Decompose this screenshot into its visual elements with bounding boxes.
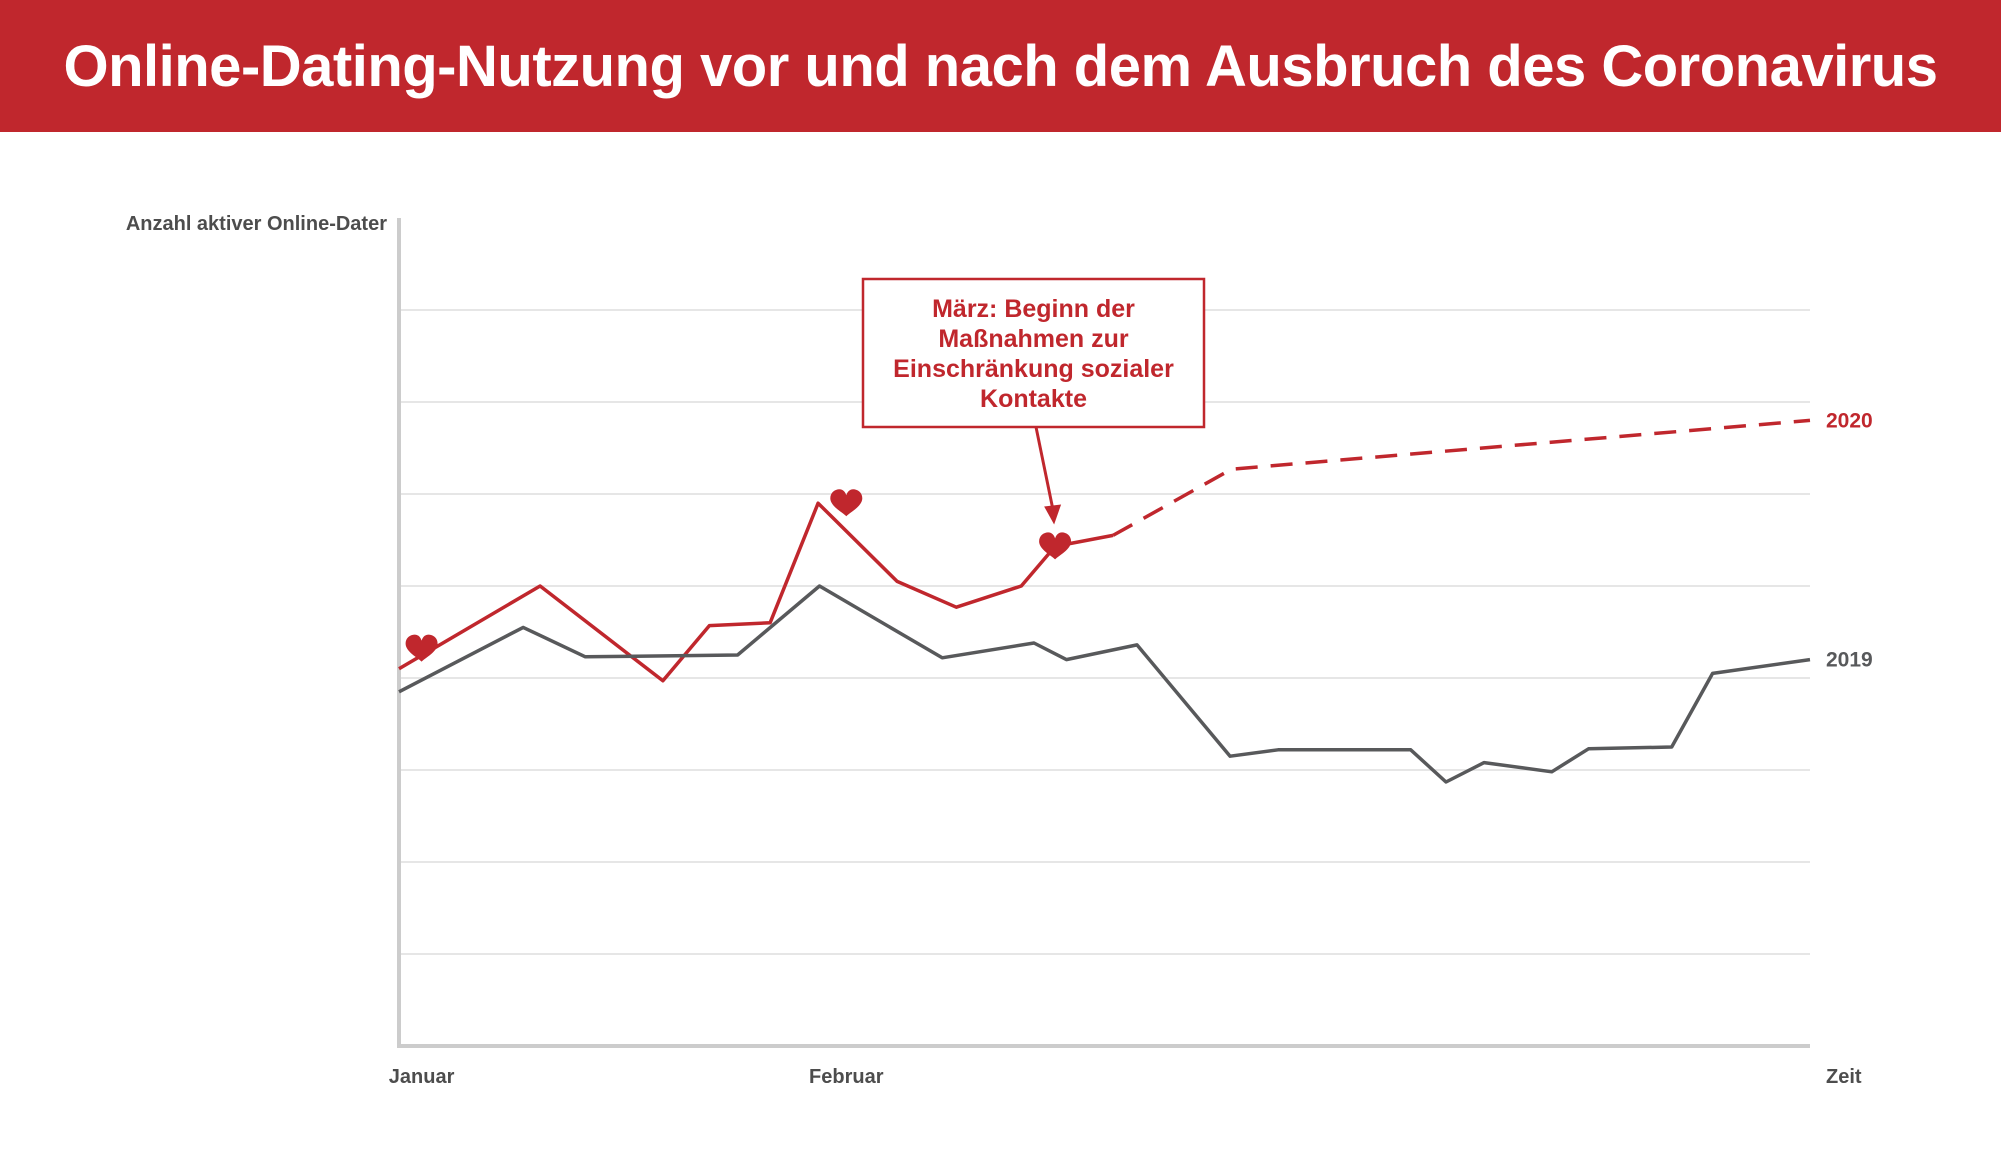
x-tick-label-2: Zeit [1826, 1066, 1862, 1088]
series-line-2019 [398, 584, 1811, 784]
annotation-box [861, 277, 1206, 429]
heart-icon-2 [830, 489, 863, 517]
y-axis-label: Anzahl aktiver Online-Dater [126, 213, 387, 235]
heart-icon-3 [1039, 532, 1072, 560]
series-line-2020-dashed [1112, 418, 1811, 537]
x-tick-label-0: Januar [389, 1066, 455, 1088]
annotation-line-4: Kontakte [980, 385, 1087, 413]
heart-icon-1 [405, 634, 438, 662]
x-tick-label-1: Februar [809, 1066, 884, 1088]
x-tick-labels: Januar Februar Zeit [389, 1066, 1862, 1088]
annotation-line-3: Einschränkung sozialer [893, 355, 1174, 383]
annotation-line-1: März: Beginn der [932, 295, 1135, 323]
title-banner: Online-Dating-Nutzung vor und nach dem A… [0, 0, 2001, 132]
page-title: Online-Dating-Nutzung vor und nach dem A… [63, 33, 1938, 99]
annotation-arrow [1034, 426, 1055, 511]
annotation-arrowhead [1044, 504, 1062, 525]
annotation-line-2: Maßnahmen zur [938, 325, 1129, 353]
series-labels: 2020 2019 [1826, 409, 1873, 671]
series-label-2019: 2019 [1826, 649, 1873, 672]
heart-markers [405, 489, 1072, 662]
series-lines [398, 418, 1811, 784]
series-line-2020 [398, 501, 1114, 683]
axes: Anzahl aktiver Online-Dater [126, 213, 1810, 1048]
series-label-2020: 2020 [1826, 409, 1873, 432]
